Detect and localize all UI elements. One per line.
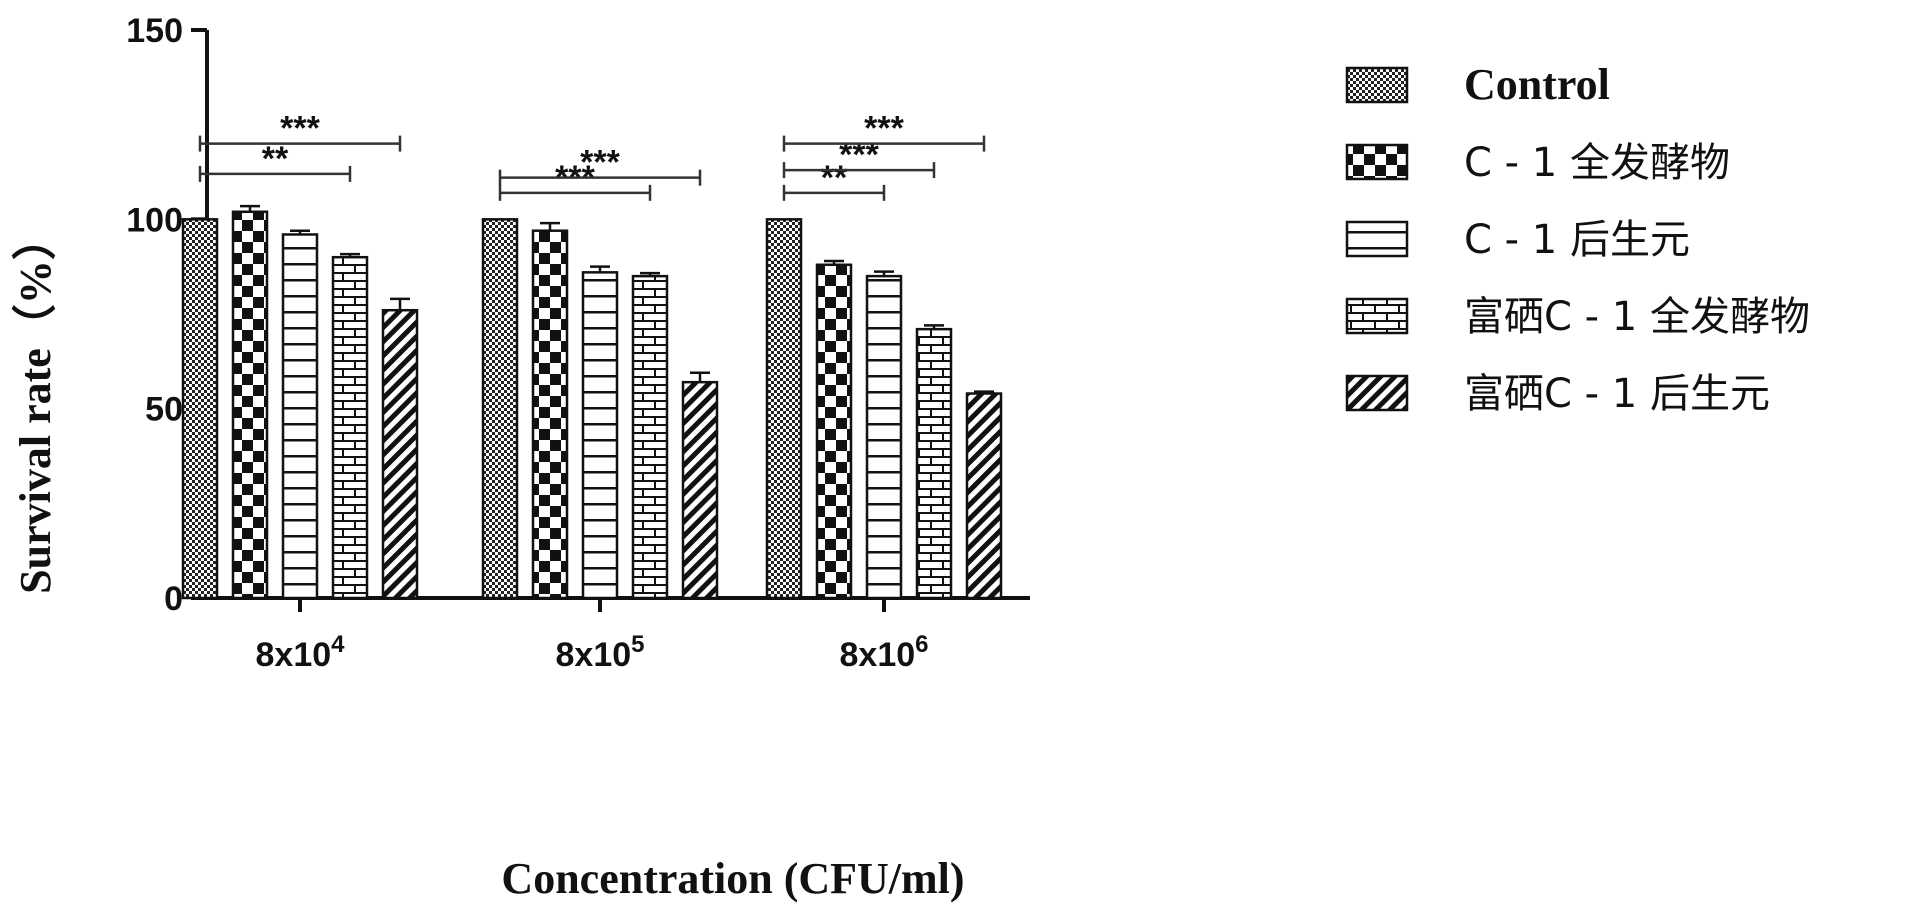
y-axis-title: Survival rate（%）: [11, 216, 60, 594]
y-tick-label: 150: [126, 12, 183, 50]
error-bar: [390, 299, 410, 310]
x-tick-label: 8x105: [556, 631, 645, 674]
legend-swatch-2: [1347, 145, 1407, 179]
x-tick-label: 8x104: [256, 631, 346, 674]
x-axis-title: Concentration (CFU/ml): [501, 854, 964, 903]
legend-swatch-3: [1347, 222, 1407, 256]
bar-5-group-1: [383, 310, 417, 598]
bar-2-group-3: [817, 265, 851, 598]
bar-1-group-3: [767, 219, 801, 598]
bar-2-group-1: [233, 212, 267, 598]
bars: [183, 206, 1001, 598]
error-bar: [690, 373, 710, 382]
bar-4-group-1: [333, 257, 367, 598]
legend-label-4: 富硒C - 1 全发酵物: [1464, 294, 1810, 340]
y-tick-label: 100: [126, 201, 183, 239]
bar-3-group-2: [583, 272, 617, 598]
legend-swatch-1: [1347, 68, 1407, 102]
significance-label: ***: [280, 110, 320, 148]
legend-label-2: C - 1 全发酵物: [1464, 140, 1730, 186]
legend-label-3: C - 1 后生元: [1464, 217, 1690, 263]
bar-4-group-2: [633, 276, 667, 598]
significance-label: ***: [580, 144, 620, 182]
significance-label: ***: [864, 110, 904, 148]
legend-swatch-5: [1347, 376, 1407, 410]
legend-swatch-4: [1347, 299, 1407, 333]
legend-label-5: 富硒C - 1 后生元: [1464, 371, 1770, 417]
x-tick-label: 8x106: [840, 631, 929, 674]
legend-label-1: Control: [1464, 60, 1610, 109]
bar-5-group-2: [683, 382, 717, 598]
bar-5-group-3: [967, 394, 1001, 598]
legend: Control C - 1 全发酵物 C - 1 后生元富硒C - 1 全发酵物富硒…: [1347, 60, 1810, 417]
bar-3-group-1: [283, 234, 317, 598]
bar-1-group-2: [483, 219, 517, 598]
bar-4-group-3: [917, 329, 951, 598]
y-tick-label: 0: [164, 580, 183, 618]
y-tick-label: 50: [145, 391, 183, 429]
bar-2-group-2: [533, 231, 567, 598]
significance-brackets: *******************: [200, 110, 984, 201]
bar-3-group-3: [867, 276, 901, 598]
bar-1-group-1: [183, 219, 217, 598]
